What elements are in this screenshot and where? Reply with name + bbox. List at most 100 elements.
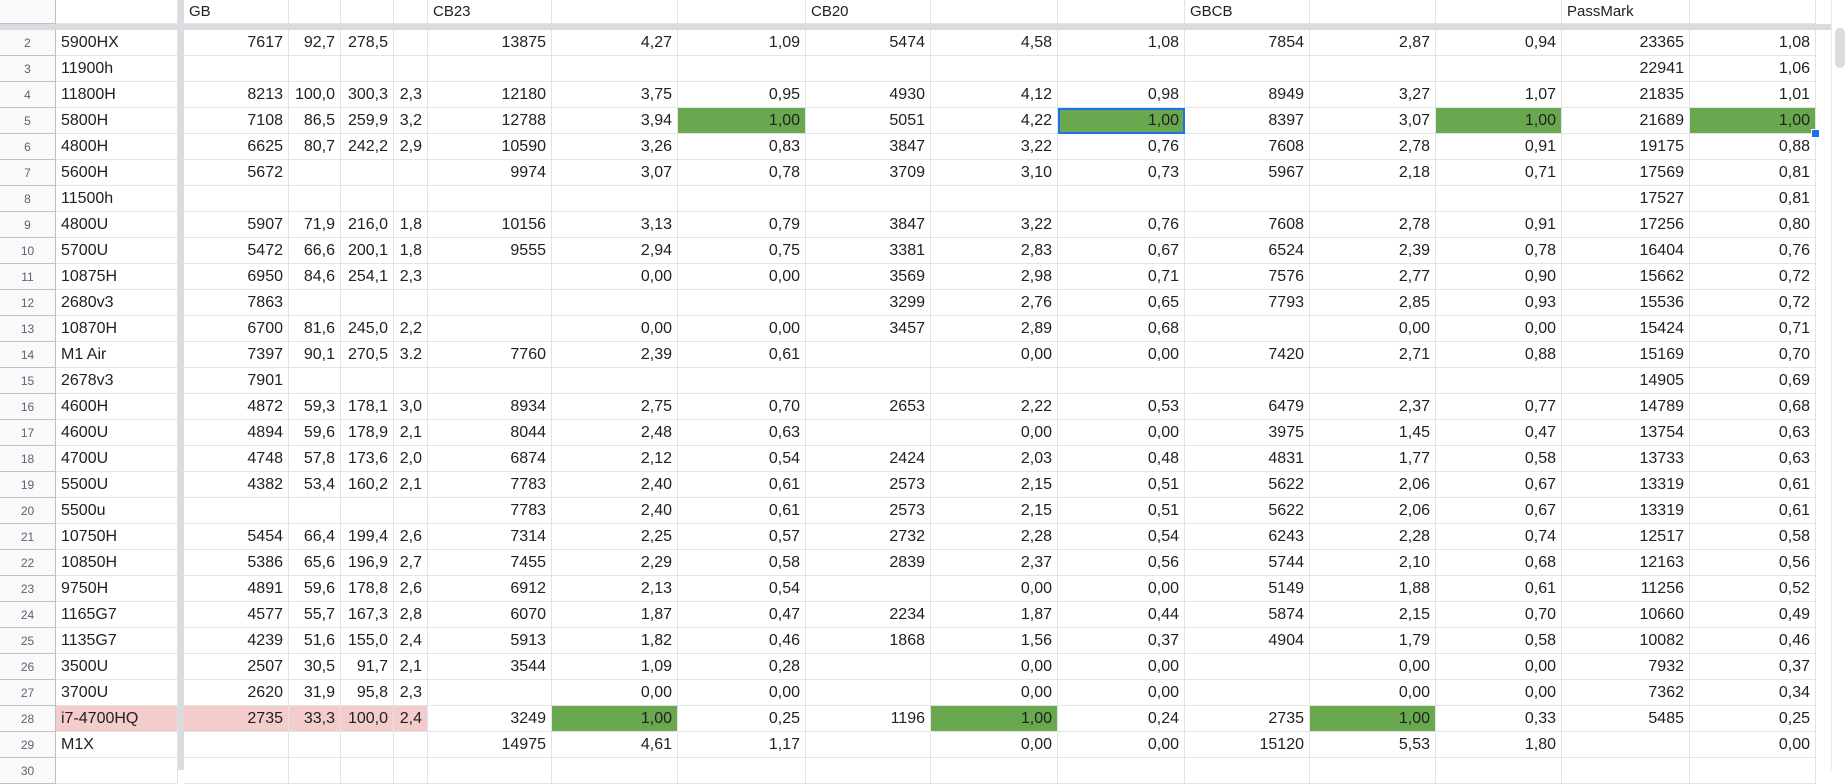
select-all-corner[interactable] [0, 0, 56, 24]
table-cell[interactable]: 30,5 [289, 654, 341, 680]
table-cell[interactable]: 1,82 [552, 628, 678, 654]
table-cell[interactable]: 2,03 [931, 446, 1058, 472]
table-cell[interactable]: 8213 [184, 82, 289, 108]
table-cell[interactable] [1185, 680, 1310, 706]
cpu-name-cell[interactable]: M1 Air [56, 342, 178, 368]
table-cell[interactable]: 0,00 [1058, 680, 1185, 706]
table-cell[interactable]: 0,00 [1310, 680, 1436, 706]
table-cell[interactable] [341, 732, 394, 758]
table-cell[interactable] [394, 56, 428, 82]
table-cell[interactable] [1690, 758, 1816, 784]
table-cell[interactable]: 2620 [184, 680, 289, 706]
table-cell[interactable]: 1,07 [1436, 82, 1562, 108]
table-cell[interactable]: 5485 [1562, 706, 1690, 732]
table-cell[interactable]: 178,9 [341, 420, 394, 446]
table-cell[interactable]: 0,47 [678, 602, 806, 628]
row-header[interactable]: 19 [0, 472, 56, 498]
table-cell[interactable] [1185, 316, 1310, 342]
table-cell[interactable]: 2,87 [1310, 30, 1436, 56]
table-cell[interactable]: 53,4 [289, 472, 341, 498]
table-cell[interactable]: 8934 [428, 394, 552, 420]
cpu-name-cell[interactable]: 4700U [56, 446, 178, 472]
column-header-cell[interactable] [1690, 0, 1816, 24]
table-cell[interactable]: 167,3 [341, 602, 394, 628]
table-cell[interactable]: 4,12 [931, 82, 1058, 108]
row-header[interactable]: 23 [0, 576, 56, 602]
table-cell[interactable]: 2,15 [931, 498, 1058, 524]
table-cell[interactable]: 0,00 [931, 576, 1058, 602]
table-cell[interactable]: 5913 [428, 628, 552, 654]
table-cell[interactable]: 1,00 [1310, 706, 1436, 732]
table-cell[interactable] [289, 758, 341, 784]
table-cell[interactable]: 1,87 [931, 602, 1058, 628]
table-cell[interactable] [1185, 368, 1310, 394]
table-cell[interactable]: 4930 [806, 82, 931, 108]
table-cell[interactable]: 0,00 [1058, 420, 1185, 446]
table-cell[interactable]: 0,77 [1436, 394, 1562, 420]
table-cell[interactable]: 59,6 [289, 420, 341, 446]
table-cell[interactable]: 2653 [806, 394, 931, 420]
table-cell[interactable]: 2,9 [394, 134, 428, 160]
table-cell[interactable]: 0,00 [678, 680, 806, 706]
table-cell[interactable]: 3,2 [394, 108, 428, 134]
table-cell[interactable]: 3457 [806, 316, 931, 342]
table-cell[interactable]: 4894 [184, 420, 289, 446]
table-cell[interactable]: 0,00 [678, 316, 806, 342]
table-cell[interactable]: 2,83 [931, 238, 1058, 264]
table-cell[interactable]: 0,81 [1690, 160, 1816, 186]
table-cell[interactable]: 0,49 [1690, 602, 1816, 628]
column-header-cell[interactable] [1436, 0, 1562, 24]
table-cell[interactable]: 0,34 [1690, 680, 1816, 706]
table-cell[interactable]: 7901 [184, 368, 289, 394]
table-cell[interactable]: 10660 [1562, 602, 1690, 628]
table-cell[interactable] [1058, 758, 1185, 784]
table-cell[interactable]: 2,4 [394, 628, 428, 654]
table-cell[interactable]: 2,15 [931, 472, 1058, 498]
table-cell[interactable]: 200,1 [341, 238, 394, 264]
table-cell[interactable]: 3544 [428, 654, 552, 680]
table-cell[interactable]: 3,22 [931, 212, 1058, 238]
table-cell[interactable]: 5386 [184, 550, 289, 576]
table-cell[interactable] [1310, 758, 1436, 784]
table-cell[interactable] [1436, 368, 1562, 394]
table-cell[interactable] [1058, 56, 1185, 82]
table-cell[interactable]: 80,7 [289, 134, 341, 160]
table-cell[interactable] [1058, 368, 1185, 394]
table-cell[interactable] [806, 56, 931, 82]
table-cell[interactable]: 0,71 [1690, 316, 1816, 342]
table-cell[interactable] [341, 160, 394, 186]
table-cell[interactable]: 0,46 [678, 628, 806, 654]
table-cell[interactable]: 0,68 [1436, 550, 1562, 576]
row-header[interactable]: 14 [0, 342, 56, 368]
table-cell[interactable] [428, 316, 552, 342]
table-cell[interactable]: 19175 [1562, 134, 1690, 160]
table-cell[interactable] [394, 368, 428, 394]
table-cell[interactable]: 0,94 [1436, 30, 1562, 56]
table-cell[interactable]: 0,61 [1690, 472, 1816, 498]
table-cell[interactable] [289, 160, 341, 186]
column-header-cell[interactable]: CB23 [428, 0, 552, 24]
row-header[interactable]: 21 [0, 524, 56, 550]
table-cell[interactable]: 0,33 [1436, 706, 1562, 732]
table-cell[interactable]: 1,08 [1058, 30, 1185, 56]
table-cell[interactable] [806, 420, 931, 446]
table-cell[interactable]: 1,80 [1436, 732, 1562, 758]
cpu-name-cell[interactable]: 10750H [56, 524, 178, 550]
table-cell[interactable]: 2573 [806, 498, 931, 524]
cpu-name-cell[interactable]: i7-4700HQ [56, 706, 178, 732]
table-cell[interactable]: 259,9 [341, 108, 394, 134]
table-cell[interactable]: 3381 [806, 238, 931, 264]
table-cell[interactable] [678, 290, 806, 316]
table-cell[interactable]: 0,63 [1690, 446, 1816, 472]
table-cell[interactable]: 0,76 [1058, 212, 1185, 238]
table-cell[interactable]: 4904 [1185, 628, 1310, 654]
column-header-cell[interactable] [931, 0, 1058, 24]
table-cell[interactable]: 0,93 [1436, 290, 1562, 316]
table-cell[interactable] [428, 680, 552, 706]
table-cell[interactable]: 6070 [428, 602, 552, 628]
table-cell[interactable]: 2,76 [931, 290, 1058, 316]
table-cell[interactable] [341, 290, 394, 316]
row-header[interactable]: 3 [0, 56, 56, 82]
table-cell[interactable] [428, 56, 552, 82]
table-cell[interactable] [552, 290, 678, 316]
